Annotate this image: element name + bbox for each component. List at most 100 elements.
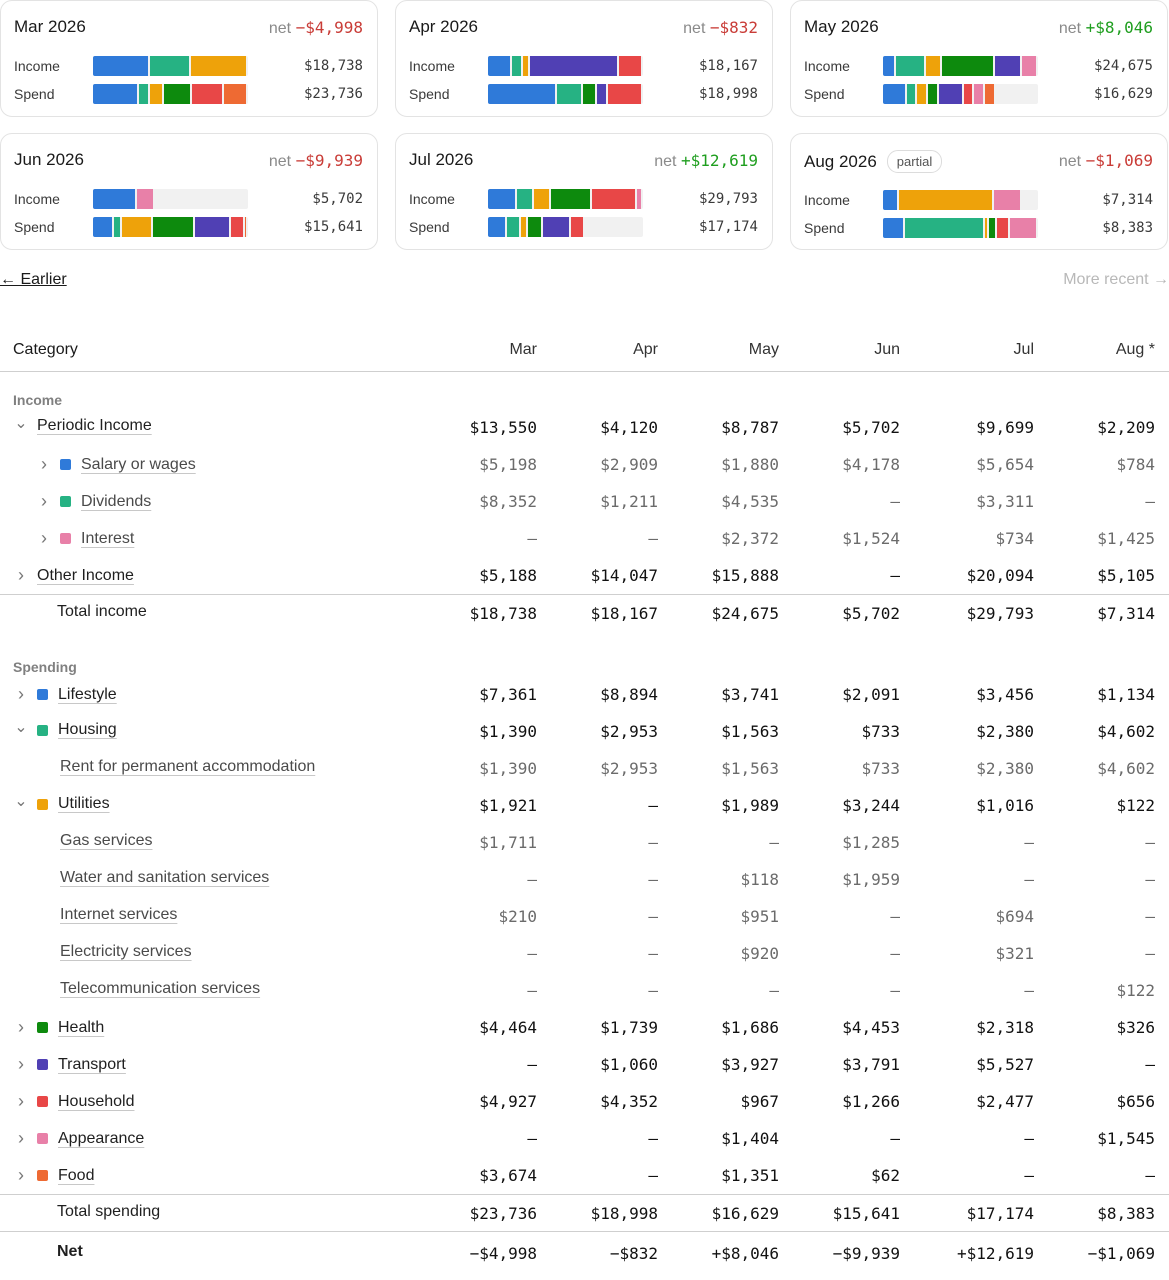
- category-name[interactable]: Household: [58, 1092, 135, 1110]
- table-row[interactable]: › Other Income $5,188 $14,047 $15,888 – $20,09…: [0, 557, 1169, 594]
- net-value: −$832: [709, 18, 758, 37]
- value-cell: $4,120: [600, 418, 658, 437]
- value-cell: –: [1024, 1166, 1034, 1185]
- bar-segment: [543, 217, 569, 237]
- chevron-right-icon[interactable]: ›: [41, 528, 47, 548]
- category-header: Category: [13, 341, 78, 358]
- bar-segment: [516, 189, 533, 209]
- value-cell: $321: [995, 944, 1034, 963]
- table-row[interactable]: › Household $4,927 $4,352 $967 $1,266 $2,477 $6…: [0, 1083, 1169, 1120]
- spend-bar: [93, 217, 248, 237]
- table-row[interactable]: › Health $4,464 $1,739 $1,686 $4,453 $2,318 $32…: [0, 1009, 1169, 1046]
- spend-row: Spend $18,998: [409, 84, 758, 104]
- value-cell: $2,380: [976, 759, 1034, 778]
- table-row[interactable]: Internet services $210 – $951 – $694 –: [0, 898, 1169, 935]
- value-cell: $4,535: [721, 492, 779, 511]
- category-name[interactable]: Other Income: [37, 566, 134, 584]
- table-row[interactable]: › Dividends $8,352 $1,211 $4,535 – $3,311 –: [0, 483, 1169, 520]
- category-name[interactable]: Gas services: [60, 832, 153, 849]
- chevron-right-icon[interactable]: ›: [18, 1017, 24, 1037]
- value-cell: $3,791: [842, 1055, 900, 1074]
- chevron-right-icon[interactable]: ›: [41, 454, 47, 474]
- category-name[interactable]: Interest: [81, 529, 135, 547]
- table-row[interactable]: Telecommunication services – – – – – $122: [0, 972, 1169, 1009]
- category-name[interactable]: Food: [58, 1166, 95, 1184]
- chevron-down-icon[interactable]: ⌄: [14, 793, 28, 810]
- spend-amount: $23,736: [303, 86, 363, 102]
- section-spacer: [0, 631, 1169, 639]
- value-cell: $2,477: [976, 1092, 1034, 1111]
- value-cell: $733: [861, 722, 900, 741]
- chevron-right-icon[interactable]: ›: [18, 1128, 24, 1148]
- value-cell: $3,674: [479, 1166, 537, 1185]
- value-cell: $14,047: [590, 566, 658, 585]
- row-label: › Health: [14, 1017, 104, 1038]
- table-row[interactable]: ⌄ Utilities $1,921 – $1,989 $3,244 $1,016 $122: [0, 787, 1169, 824]
- net-value: +$12,619: [680, 151, 758, 170]
- value-cell: –: [1024, 1129, 1034, 1148]
- month-card[interactable]: Jun 2026 net −$9,939 Income $5,702 Spend $15,…: [0, 133, 378, 250]
- value-cell: $24,675: [711, 604, 779, 623]
- value-cell: $9,699: [976, 418, 1034, 437]
- earlier-link[interactable]: ← Earlier: [0, 271, 67, 288]
- table-row[interactable]: ⌄ Periodic Income $13,550 $4,120 $8,787 $5,70…: [0, 409, 1169, 446]
- bar-segment: [534, 189, 550, 209]
- chevron-down-icon[interactable]: ⌄: [14, 415, 28, 432]
- value-cell: –: [648, 796, 658, 815]
- value-cell: $1,285: [842, 833, 900, 852]
- table-row[interactable]: › Transport – $1,060 $3,927 $3,791 $5,527 –: [0, 1046, 1169, 1083]
- chevron-right-icon[interactable]: ›: [18, 1091, 24, 1111]
- month-card[interactable]: Apr 2026 net −$832 Income $18,167 Spend $18,9…: [395, 0, 773, 117]
- month-card[interactable]: May 2026 net +$8,046 Income $24,675 Spend $16…: [790, 0, 1168, 117]
- category-name[interactable]: Electricity services: [60, 943, 192, 960]
- table-row[interactable]: › Salary or wages $5,198 $2,909 $1,880 $4,178…: [0, 446, 1169, 483]
- month-header: Jun: [874, 341, 900, 358]
- category-name[interactable]: Transport: [58, 1055, 126, 1073]
- spend-bar: [883, 84, 1038, 104]
- category-name[interactable]: Appearance: [58, 1129, 145, 1147]
- category-name[interactable]: Internet services: [60, 906, 178, 923]
- value-cell: $4,453: [842, 1018, 900, 1037]
- chevron-right-icon[interactable]: ›: [18, 1054, 24, 1074]
- table-row[interactable]: Rent for permanent accommodation $1,390 $2…: [0, 750, 1169, 787]
- spend-amount: $18,998: [698, 86, 758, 102]
- category-name[interactable]: Lifestyle: [58, 685, 117, 703]
- table-row[interactable]: ⌄ Housing $1,390 $2,953 $1,563 $733 $2,380 $4,6…: [0, 713, 1169, 750]
- bar-segment: [582, 84, 596, 104]
- category-name[interactable]: Water and sanitation services: [60, 869, 270, 886]
- chevron-down-icon[interactable]: ⌄: [14, 719, 28, 736]
- category-name[interactable]: Dividends: [81, 492, 152, 510]
- income-row: Income $18,738: [14, 56, 363, 76]
- month-card[interactable]: Jul 2026 net +$12,619 Income $29,793 Spend $1…: [395, 133, 773, 250]
- income-amount: $29,793: [698, 191, 758, 207]
- chevron-right-icon[interactable]: ›: [18, 1165, 24, 1185]
- value-cell: −$4,998: [469, 1244, 537, 1263]
- month-header: Jul: [1013, 341, 1034, 358]
- month-card[interactable]: Mar 2026 net −$4,998 Income $18,738 Spend $23…: [0, 0, 378, 117]
- chevron-right-icon[interactable]: ›: [41, 491, 47, 511]
- category-name[interactable]: Periodic Income: [37, 417, 152, 434]
- table-row[interactable]: Electricity services – – $920 – $321 –: [0, 935, 1169, 972]
- category-name[interactable]: Health: [58, 1018, 105, 1036]
- table-row[interactable]: › Food $3,674 – $1,351 $62 – –: [0, 1157, 1169, 1194]
- month-card[interactable]: Aug 2026 partial net −$1,069 Income $7,314 Sp…: [790, 133, 1168, 250]
- value-cell: $1,390: [479, 722, 537, 741]
- value-cell: $4,178: [842, 455, 900, 474]
- card-net: net −$9,939: [269, 151, 363, 171]
- table-row[interactable]: Gas services $1,711 – – $1,285 – –: [0, 824, 1169, 861]
- table-row[interactable]: › Interest – – $2,372 $1,524 $734 $1,425: [0, 520, 1169, 557]
- category-name[interactable]: Rent for permanent accommodation: [60, 758, 316, 775]
- chevron-right-icon[interactable]: ›: [18, 684, 24, 704]
- table-row[interactable]: Water and sanitation services – – $118 $1,95…: [0, 861, 1169, 898]
- income-amount: $24,675: [1093, 58, 1153, 74]
- table-row[interactable]: › Appearance – – $1,404 – – $1,545: [0, 1120, 1169, 1157]
- table-row[interactable]: › Lifestyle $7,361 $8,894 $3,741 $2,091 $3,456…: [0, 676, 1169, 713]
- category-name[interactable]: Housing: [58, 721, 117, 738]
- category-name[interactable]: Utilities: [58, 795, 110, 812]
- chevron-right-icon[interactable]: ›: [18, 565, 24, 585]
- value-cell: –: [1145, 907, 1155, 926]
- card-title: Jun 2026: [14, 150, 84, 170]
- category-name[interactable]: Salary or wages: [81, 455, 196, 473]
- value-cell: $62: [871, 1166, 900, 1185]
- category-name[interactable]: Telecommunication services: [60, 980, 261, 997]
